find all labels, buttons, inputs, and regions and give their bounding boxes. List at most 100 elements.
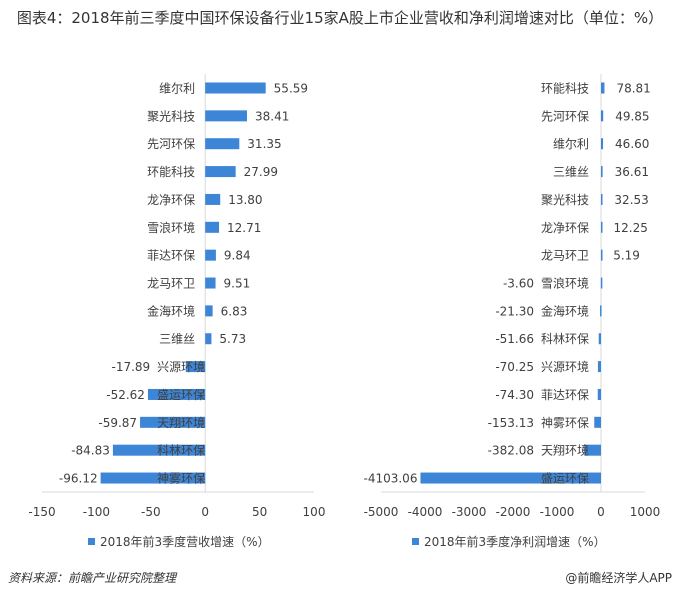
data-label: 5.73 <box>219 332 246 346</box>
x-tick-label: -100 <box>83 505 110 519</box>
category-label: 兴源环境 <box>157 359 205 374</box>
bar <box>597 361 601 373</box>
bar <box>205 305 213 317</box>
legend-swatch <box>88 538 95 545</box>
source-note: 资料来源：前瞻产业研究院整理 <box>8 571 177 585</box>
data-label: 6.83 <box>221 304 248 318</box>
bar <box>205 82 266 94</box>
x-tick-label: -150 <box>28 505 55 519</box>
legend-label: 2018年前3季度营收增速（%） <box>100 534 270 549</box>
category-label: 先河环保 <box>147 137 195 151</box>
bar <box>584 444 601 456</box>
data-label: 55.59 <box>274 82 308 96</box>
data-label: -59.87 <box>98 416 137 430</box>
data-label: -51.66 <box>495 332 534 346</box>
category-label: 维尔利 <box>159 81 195 96</box>
x-tick-label: 1000 <box>630 505 661 519</box>
bar <box>205 249 216 261</box>
data-label: -96.12 <box>59 472 98 486</box>
x-tick-label: -2000 <box>496 505 531 519</box>
category-label: 环能科技 <box>541 82 589 96</box>
bar <box>205 333 212 345</box>
category-label: 菲达环保 <box>147 249 195 263</box>
bar <box>205 193 221 205</box>
category-label: 神雾环保 <box>541 416 589 430</box>
data-label: 9.84 <box>224 249 251 263</box>
data-label: -52.62 <box>106 388 145 402</box>
data-label: -21.30 <box>495 304 534 318</box>
bar <box>205 110 247 122</box>
bar <box>100 472 206 484</box>
category-label: 环能科技 <box>147 165 195 179</box>
data-label: 12.71 <box>227 221 261 235</box>
bar <box>112 444 206 456</box>
legend-label: 2018年前3季度净利润增速（%） <box>424 534 606 549</box>
category-label: 科林环保 <box>157 444 205 458</box>
category-label: 金海环境 <box>541 303 589 318</box>
bar <box>601 249 603 261</box>
bar <box>601 166 603 178</box>
data-label: 78.81 <box>616 82 650 96</box>
bar <box>601 193 603 205</box>
x-tick-label: -50 <box>141 505 161 519</box>
bar <box>205 277 216 289</box>
bar <box>205 166 236 178</box>
category-label: 雪浪环境 <box>147 220 195 235</box>
x-tick-label: -1000 <box>540 505 575 519</box>
bar <box>601 138 604 150</box>
bar <box>601 221 603 233</box>
category-label: 神雾环保 <box>157 472 205 486</box>
chart-title: 图表4：2018年前三季度中国环保设备行业15家A股上市企业营收和净利润增速对比… <box>16 9 664 27</box>
data-label: -84.83 <box>71 444 110 458</box>
x-tick-label: 100 <box>303 505 326 519</box>
data-label: 9.51 <box>224 277 251 291</box>
bar <box>147 388 206 400</box>
bar <box>420 472 601 484</box>
data-label: 27.99 <box>244 165 278 179</box>
brand-note: @前瞻经济学人APP <box>565 571 672 585</box>
category-label: 聚光科技 <box>541 193 589 207</box>
bar <box>594 416 601 428</box>
category-label: 盛运环保 <box>541 471 589 486</box>
category-label: 龙马环卫 <box>147 277 195 291</box>
bar <box>601 110 604 122</box>
category-label: 龙马环卫 <box>541 249 589 263</box>
legend-swatch <box>412 538 419 545</box>
data-label: 5.19 <box>613 249 640 263</box>
category-label: 天翔环境 <box>157 415 205 430</box>
category-label: 龙净环保 <box>541 221 589 235</box>
data-label: -382.08 <box>488 444 534 458</box>
bar <box>598 333 601 345</box>
category-label: 维尔利 <box>553 136 589 151</box>
category-label: 金海环境 <box>147 303 195 318</box>
bar <box>601 82 605 94</box>
bar <box>185 361 206 373</box>
category-label: 先河环保 <box>541 109 589 123</box>
category-label: 龙净环保 <box>147 193 195 207</box>
x-tick-label: 0 <box>597 505 605 519</box>
data-label: 46.60 <box>615 137 649 151</box>
x-tick-label: -5000 <box>364 505 399 519</box>
data-label: -70.25 <box>495 360 534 374</box>
x-tick-label: 0 <box>201 505 209 519</box>
data-label: -74.30 <box>495 388 534 402</box>
category-label: 聚光科技 <box>147 109 195 123</box>
bar <box>140 416 206 428</box>
category-label: 天翔环境 <box>541 443 589 458</box>
category-label: 盛运环保 <box>157 387 205 402</box>
category-label: 兴源环境 <box>541 359 589 374</box>
category-label: 三维丝 <box>553 165 589 179</box>
category-label: 菲达环保 <box>541 388 589 402</box>
category-label: 雪浪环境 <box>541 276 589 291</box>
data-label: 49.85 <box>615 109 649 123</box>
bar <box>600 277 603 289</box>
category-label: 科林环保 <box>541 332 589 346</box>
x-tick-label: -3000 <box>452 505 487 519</box>
data-label: 36.61 <box>615 165 649 179</box>
bar <box>597 388 601 400</box>
data-label: -17.89 <box>112 360 151 374</box>
bar <box>205 138 240 150</box>
x-tick-label: 50 <box>252 505 267 519</box>
